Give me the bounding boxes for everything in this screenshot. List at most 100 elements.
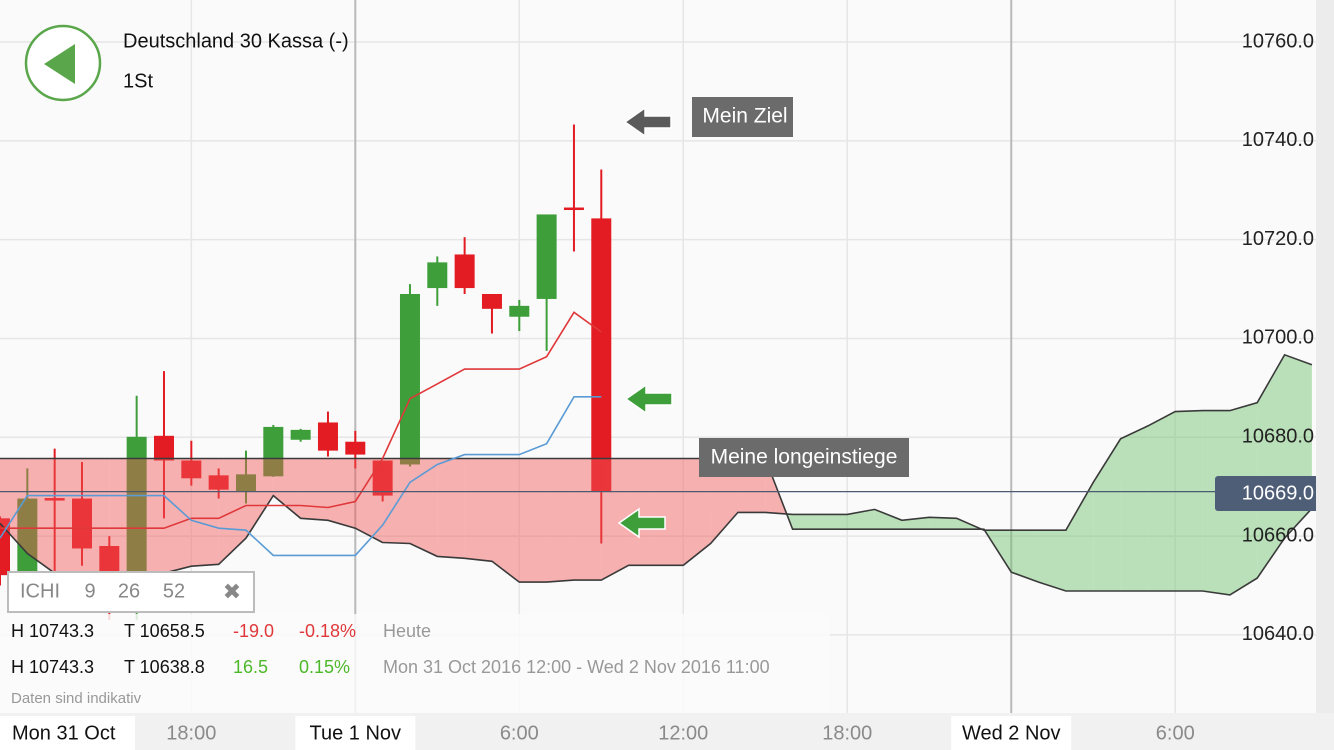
cloud-fill (109, 458, 137, 577)
cloud-fill (382, 458, 410, 544)
candle-body (481, 293, 502, 309)
cloud-fill (491, 458, 520, 583)
cloud-fill (191, 458, 219, 567)
indicator-param: 52 (163, 580, 185, 602)
indicator-line (0, 396, 602, 557)
candle-body (427, 262, 448, 289)
cloud-fill (300, 458, 328, 521)
back-icon[interactable] (44, 44, 75, 84)
y-tick-label: 10700.0 (1242, 327, 1314, 349)
y-tick-label: 10720.0 (1242, 228, 1314, 250)
x-date-box (951, 716, 1072, 750)
cloud-fill (245, 458, 274, 539)
candle-body (71, 498, 92, 549)
candle-body (454, 254, 475, 289)
cloud-fill (273, 458, 301, 519)
stat-text: Heute (383, 621, 431, 641)
candle-body (399, 293, 420, 465)
cloud-edge (0, 353, 1313, 583)
cloud-fill (847, 509, 875, 530)
cloud-fill (27, 458, 55, 574)
stat-text: 16.5 (233, 657, 268, 677)
last-price-label: 10669.0 (1242, 482, 1314, 504)
candle-body (44, 498, 65, 501)
x-tick-label: Wed 2 Nov (962, 722, 1061, 744)
x-tick-label: Tue 1 Nov (310, 722, 402, 744)
stat-text: -0.18% (299, 621, 356, 641)
cloud-fill (54, 458, 82, 577)
stat-text: -19.0 (233, 621, 274, 641)
cloud-fill (437, 458, 465, 559)
cloud-fill (519, 458, 547, 583)
candle-body (345, 441, 366, 455)
cloud-fill (792, 514, 820, 530)
info-panel (0, 614, 830, 713)
candle-body (317, 422, 338, 451)
x-tick-label: 6:00 (1156, 722, 1195, 744)
cloud-fill (628, 458, 656, 566)
cloud-fill (819, 514, 848, 530)
cloud-fill (355, 458, 383, 543)
x-date-box (295, 716, 416, 750)
cloud-fill (874, 509, 902, 530)
annotation-text: Mein Ziel (702, 105, 787, 128)
annotation-box (699, 438, 909, 477)
arrow-entry (624, 383, 673, 415)
stat-text: T 10658.5 (124, 621, 205, 641)
instrument-title: Deutschland 30 Kassa (-) (123, 30, 349, 52)
y-tick-label: 10660.0 (1242, 524, 1314, 546)
cloud-fill (136, 458, 164, 577)
candle-body (181, 460, 202, 479)
candle-body (509, 305, 530, 317)
x-tick-label: 6:00 (500, 722, 539, 744)
cloud-fill (655, 458, 684, 566)
cloud-fill (573, 458, 602, 581)
cloud-fill (1257, 354, 1285, 579)
x-tick-label: 12:00 (658, 722, 708, 744)
cloud-fill (1147, 411, 1176, 591)
cloud-fill (163, 458, 192, 574)
cloud-fill (409, 458, 438, 557)
stat-text: 0.15% (299, 657, 350, 677)
indicator-line (0, 311, 602, 529)
arrow-target (623, 106, 672, 138)
cloud-fill (1120, 425, 1148, 591)
cloud-fill (1093, 438, 1121, 591)
cloud-fill (683, 458, 711, 566)
cloud-fill (1011, 530, 1039, 583)
last-price-tag (1215, 476, 1328, 511)
stat-text: H 10743.3 (11, 621, 94, 641)
indicator-close[interactable]: ✖ (223, 579, 241, 604)
cloud-fill (546, 458, 574, 583)
cloud-fill (1038, 530, 1066, 591)
x-tick-label: 18:00 (166, 722, 216, 744)
candle-body (208, 475, 229, 490)
candle-body (372, 460, 393, 496)
candle-body (126, 436, 147, 613)
cloud-fill (1175, 410, 1203, 591)
cloud-edge (0, 457, 1313, 596)
cloud-fill (464, 458, 492, 562)
cloud-fill (81, 458, 110, 577)
candle-body (263, 426, 284, 477)
cloud-fill (1065, 482, 1094, 591)
candle-body (153, 435, 174, 461)
cloud-fill (929, 517, 957, 530)
y-tick-label: 10680.0 (1242, 426, 1314, 448)
candle-body (290, 429, 311, 440)
cloud-fill (710, 458, 738, 544)
x-axis-strip (0, 713, 1334, 750)
arrow-entry (617, 507, 666, 539)
candle-body (536, 214, 557, 299)
x-tick-label: 18:00 (822, 722, 872, 744)
y-tick-label: 10640.0 (1242, 623, 1314, 645)
grid (0, 0, 1316, 713)
stat-text: H 10743.3 (11, 657, 94, 677)
candle-body (235, 474, 256, 492)
x-date-box (0, 716, 135, 750)
y-tick-label: 10740.0 (1242, 129, 1314, 151)
candle-body (563, 207, 584, 211)
indicator-box[interactable] (7, 571, 255, 613)
